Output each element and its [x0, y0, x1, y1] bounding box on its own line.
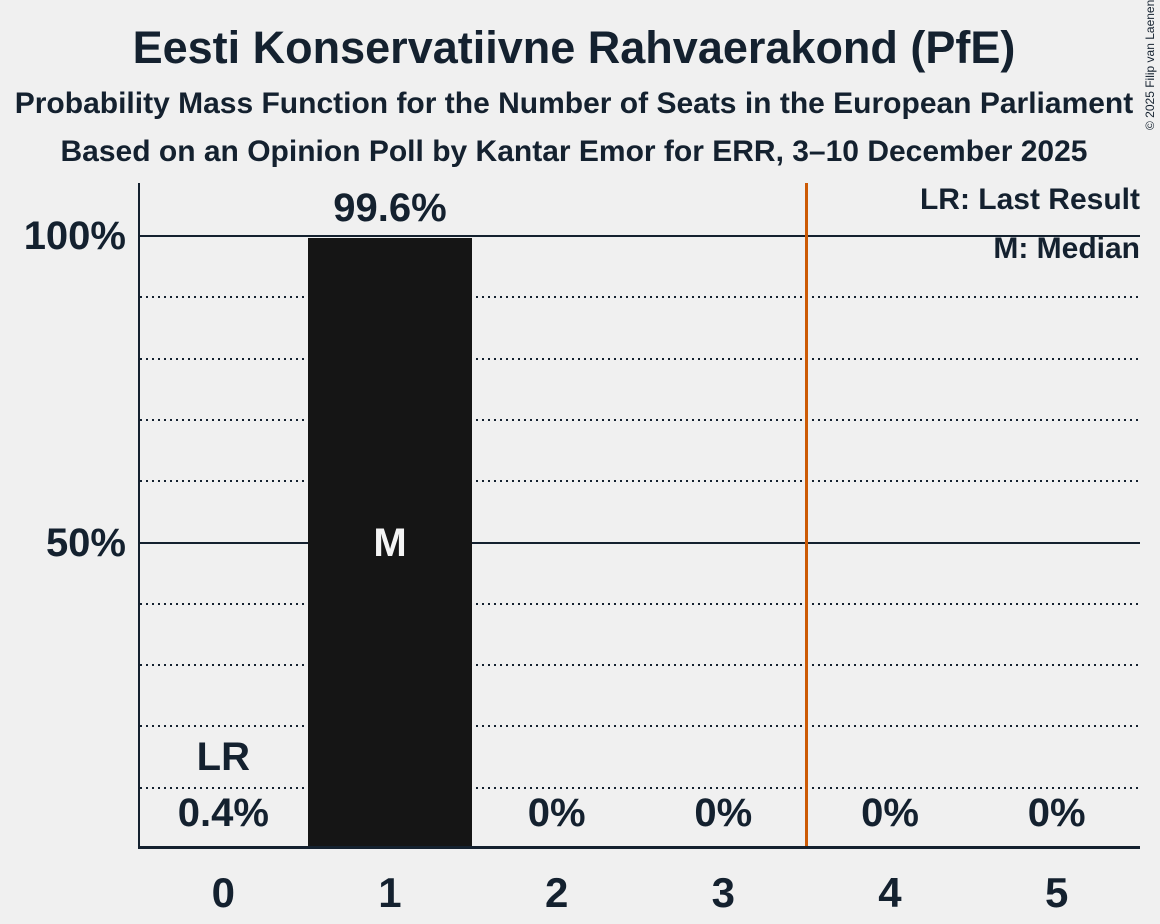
plot-area: 0.4% 99.6% 0% 0% 0% 0% LR M 0 1 2 3 4 5 100% 50%	[24, 183, 1140, 916]
chart-title: Eesti Konservatiivne Rahvaerakond (PfE)	[132, 22, 1016, 73]
gridline-dotted	[140, 725, 1140, 728]
x-axis-tick-label: 2	[544, 869, 569, 916]
legend-last-result: LR: Last Result	[919, 183, 1140, 216]
x-axis-tick-label: 4	[878, 869, 902, 916]
vertical-reference-line	[805, 183, 809, 847]
value-label: 0%	[694, 791, 753, 835]
gridline-dotted	[140, 480, 1140, 483]
value-label: 0%	[527, 791, 586, 835]
y-axis-line	[138, 183, 140, 849]
y-axis-tick-label: 50%	[45, 520, 126, 565]
gridline-solid	[140, 541, 1140, 544]
x-axis-tick-label: 1	[378, 869, 402, 916]
value-label: 0%	[1027, 791, 1086, 835]
chart-subtitle: Probability Mass Function for the Number…	[14, 87, 1134, 120]
gridline-dotted	[140, 296, 1140, 299]
x-axis-tick-label: 5	[1044, 869, 1069, 916]
value-label: 0%	[861, 791, 919, 835]
chart-subtitle-2: Based on an Opinion Poll by Kantar Emor …	[60, 135, 1088, 168]
median-marker: M	[373, 520, 407, 565]
value-label: 99.6%	[333, 186, 447, 231]
gridline-dotted	[140, 357, 1140, 360]
value-label: 0.4%	[177, 791, 269, 835]
legend-median: M: Median	[993, 232, 1140, 265]
copyright-text: © 2025 Filip van Laenen	[1143, 0, 1157, 130]
x-axis-line	[138, 846, 1140, 849]
gridline-dotted	[140, 786, 1140, 789]
bar	[307, 238, 473, 847]
gridline-solid	[140, 235, 1140, 237]
x-axis-tick-label: 3	[711, 869, 735, 916]
x-axis-tick-label: 0	[211, 869, 235, 916]
gridline-dotted	[140, 664, 1140, 667]
y-axis-tick-label: 100%	[23, 214, 126, 258]
gridline-dotted	[140, 602, 1140, 605]
last-result-marker: LR	[196, 735, 250, 779]
gridline-dotted	[140, 418, 1140, 421]
